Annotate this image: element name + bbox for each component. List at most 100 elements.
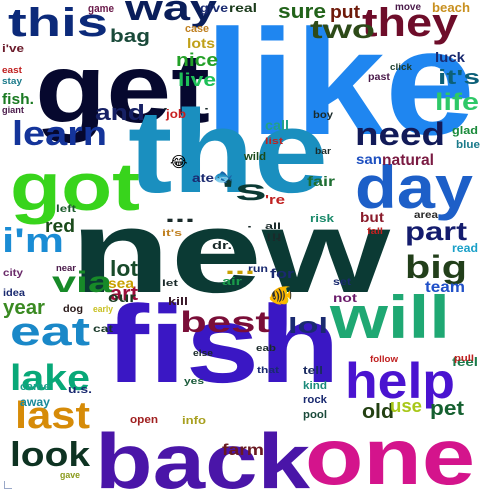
word-way-12: way xyxy=(124,0,217,28)
word-fair-46: fair xyxy=(307,173,336,189)
word-else-103: else xyxy=(193,348,213,358)
word-mark-115: ... xyxy=(165,202,195,227)
word-boy-88: boy xyxy=(313,110,333,121)
fish-icon: 🐟 xyxy=(213,169,233,186)
word-case-57: case xyxy=(185,23,209,35)
word-live-43: live xyxy=(178,70,216,90)
word-life-27: life xyxy=(435,89,479,116)
word-got-7: got xyxy=(10,149,140,225)
word-they-11: they xyxy=(362,1,459,45)
word-red-49: red xyxy=(45,216,75,236)
word-all-107: all xyxy=(265,221,281,231)
word-not-95: not xyxy=(333,291,357,305)
word-give-51: give xyxy=(200,1,228,15)
word-big-21: big xyxy=(405,249,467,285)
word-need-19: need xyxy=(355,116,445,152)
word-new-3: new xyxy=(70,186,392,318)
word-fish-4: fish xyxy=(105,283,340,406)
word-this-10: this xyxy=(8,1,108,45)
word-but-83: but xyxy=(360,209,384,225)
word-mark-119: · xyxy=(247,222,253,233)
word-the-2: the xyxy=(128,86,328,218)
word-click-91: click xyxy=(390,62,413,72)
word-pet-31: pet xyxy=(430,398,464,420)
word-game-55: game xyxy=(88,3,114,15)
word-idea-78: idea xyxy=(3,288,25,299)
word-move-58: move xyxy=(395,2,421,13)
word-dog-75: dog xyxy=(63,304,83,315)
word-area-84: area xyxy=(414,210,439,221)
word-day-8: day xyxy=(355,154,474,221)
word-will-9: will xyxy=(329,284,450,351)
word-early-76: early xyxy=(93,304,113,314)
word-for-97: for xyxy=(270,266,294,281)
word-eab-101: eab xyxy=(256,343,277,353)
word-follow-106: follow xyxy=(370,354,399,364)
word-old-29: old xyxy=(362,401,394,423)
word-near-80: near xyxy=(56,263,77,273)
word-look-17: look xyxy=(10,436,90,474)
word-natural-48: natural xyxy=(382,152,434,169)
laughing-face-icon: 😂 xyxy=(170,154,188,171)
word-our-39: our xyxy=(108,289,137,305)
word-lake-16: lake xyxy=(10,357,90,398)
word-east-92: east xyxy=(2,65,22,75)
word-real-52: real xyxy=(229,1,257,15)
word-air-99: air xyxy=(222,276,243,288)
word-set-96: set xyxy=(333,277,352,288)
word-it-s-26: it's xyxy=(438,67,480,89)
word-run-98: run xyxy=(248,264,268,275)
word-sea-38: sea xyxy=(108,275,134,291)
word-wild-60: wild xyxy=(243,151,266,163)
word-mark-108: !!! xyxy=(266,232,282,244)
word-one-6: one xyxy=(305,412,475,492)
word-last-15: last xyxy=(15,395,90,437)
word-open-72: open xyxy=(130,414,158,426)
word-pool-67: pool xyxy=(303,409,327,421)
word-two-25: two xyxy=(310,14,375,44)
word-luck-45: luck xyxy=(435,49,465,65)
word-cat-77: cat xyxy=(93,324,114,335)
word-info-73: info xyxy=(182,415,206,427)
word-let-100: let xyxy=(162,278,178,288)
word-away-69: away xyxy=(20,395,50,409)
word-part-22: part xyxy=(405,216,467,246)
word-and-34: and xyxy=(95,100,145,125)
word-mark-116: ... xyxy=(225,254,255,279)
word-giant-94: giant xyxy=(2,105,24,115)
word-i-ve-56: i've xyxy=(2,43,24,55)
word-kill-63: kill xyxy=(168,296,188,308)
word-bar-112: bar xyxy=(315,146,332,156)
word-that-102: that xyxy=(257,365,279,375)
word-san-47: san xyxy=(356,151,382,167)
word-lot-36: lot xyxy=(110,256,139,281)
word-help-13: help xyxy=(345,353,455,409)
word-risk-82: risk xyxy=(310,213,335,225)
word-s-113: 's xyxy=(221,174,267,207)
word-best-20: best xyxy=(180,306,270,339)
word-like-0: like xyxy=(205,0,475,166)
word-mark-117: · xyxy=(163,104,169,115)
word-stay-93: stay xyxy=(2,76,22,86)
word-fish-53: fish. xyxy=(2,91,34,108)
word-city-79: city xyxy=(3,268,24,279)
word-lots-44: lots xyxy=(187,35,215,51)
word-put-33: put xyxy=(330,2,360,22)
word-yes-104: yes xyxy=(184,376,204,386)
word-lol-28: lol xyxy=(288,313,328,338)
word-feel-68: feel xyxy=(452,355,478,369)
word-read-85: read xyxy=(452,241,478,255)
word-fall-109: fall xyxy=(367,226,383,236)
word-list-89: list xyxy=(265,136,283,146)
word-left-81: left xyxy=(56,204,77,215)
word-via-24: via xyxy=(52,266,112,299)
corner-marker xyxy=(4,481,12,489)
word-ate-61: ate xyxy=(192,171,214,185)
word-blue-87: blue xyxy=(456,139,480,151)
word-tell-64: tell xyxy=(303,365,323,377)
word-re-114: 're xyxy=(265,192,285,207)
word-pull-105: pull xyxy=(454,353,474,363)
word-glad-86: glad xyxy=(452,125,478,137)
